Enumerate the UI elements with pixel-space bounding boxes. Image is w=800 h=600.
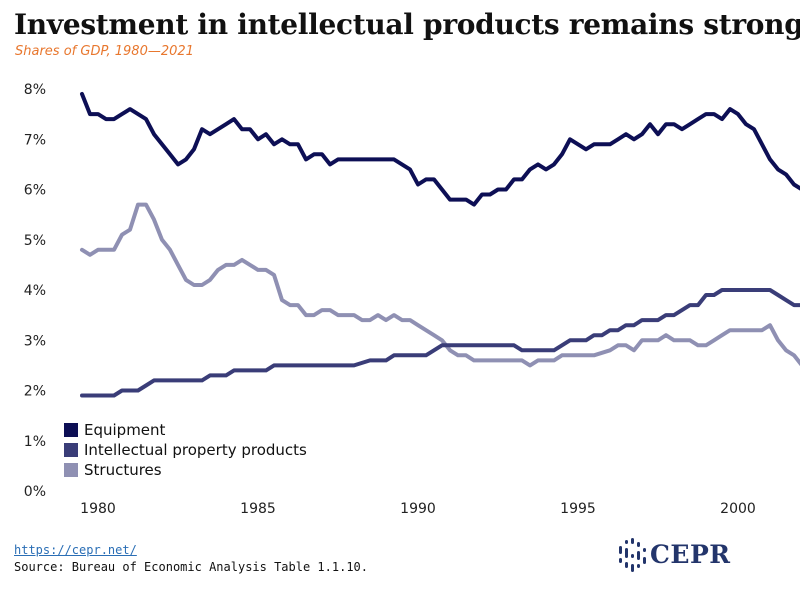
x-tick-label: 2000 xyxy=(720,501,756,517)
series-line-structures xyxy=(80,202,800,368)
series-line-equipment xyxy=(80,92,800,207)
legend-item-structures: Structures xyxy=(64,460,307,480)
y-tick-label: 3% xyxy=(24,333,46,349)
cepr-logo: CEPR xyxy=(616,536,746,576)
legend-swatch-intellectual-property xyxy=(64,443,78,457)
legend-label-structures: Structures xyxy=(84,461,162,479)
legend-item-equipment: Equipment xyxy=(64,420,307,440)
x-tick-label: 1990 xyxy=(400,501,436,517)
chart-subtitle: Shares of GDP, 1980—2021 xyxy=(15,44,194,59)
x-tick-label: 1980 xyxy=(80,501,116,517)
y-tick-label: 1% xyxy=(24,434,46,450)
x-axis-ticks: 198019851990199520002005201020152020 xyxy=(80,501,756,517)
y-tick-label: 0% xyxy=(24,484,46,500)
cepr-logo-mark-icon xyxy=(619,538,646,572)
y-tick-label: 6% xyxy=(24,183,46,199)
y-tick-label: 5% xyxy=(24,233,46,249)
legend-item-intellectual-property: Intellectual property products xyxy=(64,440,307,460)
y-tick-label: 8% xyxy=(24,82,46,98)
cepr-logo-text: CEPR xyxy=(650,540,731,569)
legend-label-equipment: Equipment xyxy=(84,421,166,439)
y-tick-label: 4% xyxy=(24,283,46,299)
chart-title: Investment in intellectual products rema… xyxy=(14,8,800,41)
legend-swatch-equipment xyxy=(64,423,78,437)
x-tick-label: 1985 xyxy=(240,501,276,517)
source-note: Source: Bureau of Economic Analysis Tabl… xyxy=(14,560,369,574)
legend-label-intellectual-property: Intellectual property products xyxy=(84,441,307,459)
y-axis-ticks: 0% 1% 2% 3% 4% 5% 6% 7% 8% xyxy=(24,82,46,500)
legend: Equipment Intellectual property products… xyxy=(64,420,307,480)
x-tick-label: 1995 xyxy=(560,501,596,517)
source-link[interactable]: https://cepr.net/ xyxy=(14,543,137,557)
legend-swatch-structures xyxy=(64,463,78,477)
y-tick-label: 2% xyxy=(24,384,46,400)
y-tick-label: 7% xyxy=(24,132,46,148)
series-lines xyxy=(80,92,800,398)
series-line-intellectual-property-products xyxy=(80,288,800,398)
